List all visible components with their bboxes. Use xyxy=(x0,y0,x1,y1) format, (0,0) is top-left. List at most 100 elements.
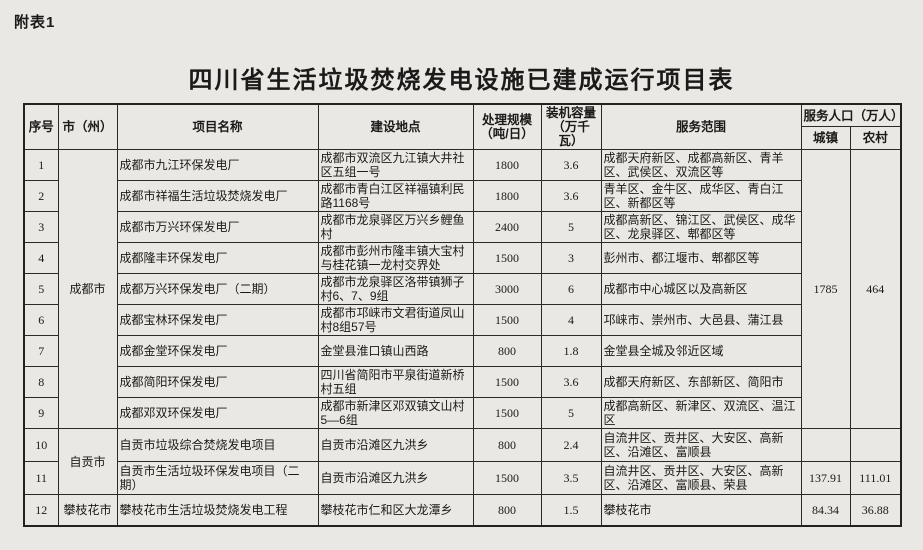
capacity-cell: 3.5 xyxy=(540,461,602,495)
rural-population-cell: 36.88 xyxy=(849,494,902,526)
project-name-cell: 自贡市垃圾综合焚烧发电项目 xyxy=(116,428,319,462)
scope-cell: 成都天府新区、东部新区、简阳市 xyxy=(600,366,802,398)
project-name-cell: 成都隆丰环保发电厂 xyxy=(116,242,319,274)
scope-cell: 彭州市、都江堰市、郫都区等 xyxy=(600,242,802,274)
scale-cell: 1500 xyxy=(472,366,542,398)
header-scale: 处理规模 （吨/日） xyxy=(472,103,542,150)
header-scale-line2: （吨/日） xyxy=(480,127,534,141)
rural-population-cell xyxy=(849,428,902,462)
location-cell: 成都市龙泉驿区万兴乡鲤鱼村 xyxy=(317,211,474,243)
header-city: 市（州） xyxy=(57,103,118,150)
table-row: 1 成都市 成都市九江环保发电厂 成都市双流区九江镇大井社区五组一号 1800 … xyxy=(23,149,902,429)
urban-population-cell: 1785 xyxy=(800,149,851,429)
city-cell-zigong: 自贡市 xyxy=(57,428,118,495)
table-row: 6 成都宝林环保发电厂 成都市邛崃市文君街道凤山村8组57号 1500 4 邛崃… xyxy=(23,304,901,336)
seq-cell: 9 xyxy=(23,397,59,429)
header-seq: 序号 xyxy=(23,103,59,150)
scale-cell: 1500 xyxy=(472,397,542,429)
location-cell: 成都市彭州市隆丰镇大宝村与桂花镇一龙村交界处 xyxy=(317,242,474,274)
capacity-cell: 5 xyxy=(540,211,602,243)
scope-cell: 青羊区、金牛区、成华区、青白江区、新都区等 xyxy=(600,180,802,212)
capacity-cell: 2.4 xyxy=(540,428,602,462)
location-cell: 四川省简阳市平泉街道新桥村五组 xyxy=(317,366,474,398)
table-row: 5 成都万兴环保发电厂（二期） 成都市龙泉驿区洛带镇狮子村6、7、9组 3000… xyxy=(23,273,901,305)
scale-cell: 1500 xyxy=(472,304,542,336)
seq-cell: 12 xyxy=(23,494,59,526)
annex-label: 附表1 xyxy=(14,14,56,31)
project-name-cell: 成都万兴环保发电厂（二期） xyxy=(116,273,319,305)
seq-cell: 2 xyxy=(23,180,59,212)
rural-population-cell: 111.01 xyxy=(849,461,902,495)
table-row: 3 成都市万兴环保发电厂 成都市龙泉驿区万兴乡鲤鱼村 2400 5 成都高新区、… xyxy=(23,211,901,243)
project-name-cell: 成都市祥福生活垃圾焚烧发电厂 xyxy=(116,180,319,212)
header-population: 服务人口（万人） xyxy=(800,103,902,128)
table-row: 2 成都市祥福生活垃圾焚烧发电厂 成都市青白江区祥福镇利民路1168号 1800… xyxy=(23,180,901,212)
seq-cell: 4 xyxy=(23,242,59,274)
scale-cell: 1800 xyxy=(472,149,542,181)
page-title: 四川省生活垃圾焚烧发电设施已建成运行项目表 xyxy=(188,67,735,94)
projects-table: 序号 市（州） 项目名称 建设地点 处理规模 （吨/日） 装机容量 （万千瓦） … xyxy=(23,103,903,527)
scale-cell: 800 xyxy=(472,494,542,526)
scale-cell: 1500 xyxy=(472,242,542,274)
scope-cell: 成都市中心城区以及高新区 xyxy=(600,273,802,305)
capacity-cell: 1.8 xyxy=(540,335,602,367)
header-location: 建设地点 xyxy=(317,103,474,150)
header-capacity-line1: 装机容量 xyxy=(545,106,596,120)
scale-cell: 1500 xyxy=(472,461,542,495)
table-row: 10 自贡市 自贡市垃圾综合焚烧发电项目 自贡市沿滩区九洪乡 800 2.4 自… xyxy=(23,428,902,495)
scale-cell: 800 xyxy=(472,428,542,462)
location-cell: 攀枝花市仁和区大龙潭乡 xyxy=(317,494,474,526)
seq-cell: 5 xyxy=(23,273,59,305)
urban-population-cell: 137.91 xyxy=(800,461,851,495)
city-cell-panzhihua: 攀枝花市 xyxy=(57,494,118,526)
scale-cell: 1800 xyxy=(472,180,542,212)
scope-cell: 攀枝花市 xyxy=(600,494,802,526)
seq-cell: 8 xyxy=(23,366,59,398)
table-row: 8 成都简阳环保发电厂 四川省简阳市平泉街道新桥村五组 1500 3.6 成都天… xyxy=(23,366,901,398)
header-capacity-line2: （万千瓦） xyxy=(552,120,590,148)
location-cell: 自贡市沿滩区九洪乡 xyxy=(317,428,474,462)
project-name-cell: 成都宝林环保发电厂 xyxy=(116,304,319,336)
location-cell: 成都市青白江区祥福镇利民路1168号 xyxy=(317,180,474,212)
header-rural: 农村 xyxy=(849,126,902,150)
seq-cell: 7 xyxy=(23,335,59,367)
location-cell: 成都市新津区邓双镇文山村5—6组 xyxy=(317,397,474,429)
project-name-cell: 成都市九江环保发电厂 xyxy=(116,149,319,181)
scale-cell: 2400 xyxy=(472,211,542,243)
scale-cell: 800 xyxy=(472,335,542,367)
table-row: 12 攀枝花市 攀枝花市生活垃圾焚烧发电工程 攀枝花市仁和区大龙潭乡 800 1… xyxy=(23,494,902,526)
capacity-cell: 1.5 xyxy=(540,494,602,526)
capacity-cell: 3.6 xyxy=(540,366,602,398)
table-row: 9 成都邓双环保发电厂 成都市新津区邓双镇文山村5—6组 1500 5 成都高新… xyxy=(23,397,901,429)
header-scale-line1: 处理规模 xyxy=(481,113,532,127)
header-scope: 服务范围 xyxy=(600,103,802,150)
project-name-cell: 成都市万兴环保发电厂 xyxy=(116,211,319,243)
project-name-cell: 成都金堂环保发电厂 xyxy=(116,335,319,367)
table-row: 7 成都金堂环保发电厂 金堂县淮口镇山西路 800 1.8 金堂县全城及邻近区域 xyxy=(23,335,901,367)
project-name-cell: 成都邓双环保发电厂 xyxy=(116,397,319,429)
seq-cell: 3 xyxy=(23,211,59,243)
header-row-1: 序号 市（州） 项目名称 建设地点 处理规模 （吨/日） 装机容量 （万千瓦） … xyxy=(23,103,902,150)
table-row: 4 成都隆丰环保发电厂 成都市彭州市隆丰镇大宝村与桂花镇一龙村交界处 1500 … xyxy=(23,242,901,274)
scope-cell: 邛崃市、崇州市、大邑县、蒲江县 xyxy=(600,304,802,336)
header-project: 项目名称 xyxy=(116,103,319,150)
scope-cell: 成都天府新区、成都高新区、青羊区、武侯区、双流区等 xyxy=(600,149,802,181)
table-row: 11 自贡市生活垃圾环保发电项目（二期） 自贡市沿滩区九洪乡 1500 3.5 … xyxy=(23,461,902,495)
project-name-cell: 成都简阳环保发电厂 xyxy=(116,366,319,398)
header-capacity: 装机容量 （万千瓦） xyxy=(540,103,602,150)
scale-cell: 3000 xyxy=(472,273,542,305)
capacity-cell: 3 xyxy=(540,242,602,274)
urban-population-cell: 84.34 xyxy=(800,494,851,526)
project-name-cell: 自贡市生活垃圾环保发电项目（二期） xyxy=(116,461,319,495)
location-cell: 成都市龙泉驿区洛带镇狮子村6、7、9组 xyxy=(317,273,474,305)
location-cell: 自贡市沿滩区九洪乡 xyxy=(317,461,474,495)
capacity-cell: 3.6 xyxy=(540,149,602,181)
seq-cell: 1 xyxy=(23,149,59,181)
capacity-cell: 6 xyxy=(540,273,602,305)
scope-cell: 自流井区、贡井区、大安区、高新区、沿滩区、富顺县 xyxy=(600,428,802,462)
header-urban: 城镇 xyxy=(800,126,851,150)
capacity-cell: 5 xyxy=(540,397,602,429)
scope-cell: 成都高新区、锦江区、武侯区、成华区、龙泉驿区、郫都区等 xyxy=(600,211,802,243)
scope-cell: 成都高新区、新津区、双流区、温江区 xyxy=(600,397,802,429)
